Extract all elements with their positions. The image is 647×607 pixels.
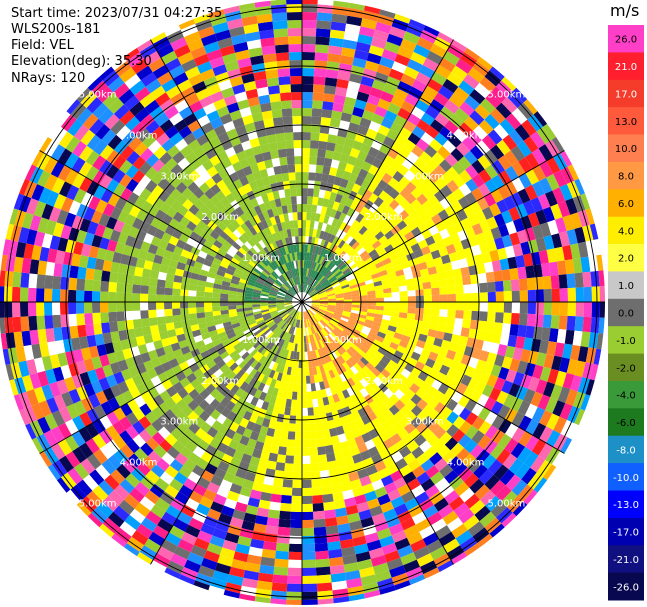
colorbar-segment [608, 298, 644, 327]
colorbar-segment [608, 353, 644, 382]
range-label: 3.00km [160, 417, 198, 428]
range-label: 1.00km [242, 253, 280, 264]
colorbar-segment [608, 161, 644, 190]
elevation-text: Elevation(deg): 35.30 [11, 54, 152, 69]
colorbar-tick-label: -2.0 [616, 363, 636, 374]
start-time-text: Start time: 2023/07/31 04:27:35 [11, 6, 223, 21]
colorbar-tick-label: -26.0 [613, 582, 639, 593]
range-label: 4.00km [120, 458, 158, 469]
colorbar-tick-label: 21.0 [615, 62, 637, 73]
colorbar-segment [608, 435, 644, 464]
velocity-field [0, 0, 606, 606]
range-label: 2.00km [201, 212, 239, 223]
colorbar-tick-label: 17.0 [615, 90, 637, 101]
colorbar-segment [608, 326, 644, 355]
azimuth-spoke [301, 301, 565, 454]
range-label: 1.00km [324, 335, 362, 346]
range-label: 3.00km [406, 417, 444, 428]
colorbar-segment [608, 517, 644, 546]
colorbar-tick-label: 26.0 [615, 35, 637, 46]
colorbar-segment [608, 490, 644, 519]
azimuth-spoke [150, 301, 303, 565]
range-label: 5.00km [79, 90, 117, 101]
colorbar-tick-label: 8.0 [618, 172, 634, 183]
colorbar-tick-label: 6.0 [618, 199, 634, 210]
azimuth-spoke [39, 301, 303, 454]
colorbar-segment [608, 216, 644, 245]
nrays-text: NRays: 120 [11, 71, 86, 86]
colorbar-tick-label: -13.0 [613, 500, 639, 511]
range-label: 2.00km [365, 376, 403, 387]
colorbar-tick-label: 1.0 [618, 281, 634, 292]
range-label: 4.00km [447, 458, 485, 469]
colorbar-segment [608, 545, 644, 574]
azimuth-spoke [301, 39, 454, 303]
azimuth-spoke [301, 150, 565, 303]
field-text: Field: VEL [11, 38, 74, 53]
colorbar-tick-label: -4.0 [616, 391, 636, 402]
azimuth-spoke [301, 301, 454, 565]
colorbar-tick-label: -6.0 [616, 418, 636, 429]
colorbar-segment [608, 25, 644, 53]
range-label: 3.00km [406, 171, 444, 182]
range-label: 5.00km [487, 90, 525, 101]
colorbar-segment [608, 79, 644, 108]
colorbar-segment [608, 107, 644, 135]
colorbar-segment [608, 381, 644, 409]
range-label: 1.00km [242, 335, 280, 346]
range-label: 4.00km [447, 131, 485, 142]
colorbar-segment [608, 271, 644, 300]
colorbar-tick-label: -10.0 [613, 473, 639, 484]
colorbar-segment [608, 134, 644, 163]
range-label: 5.00km [487, 498, 525, 509]
colorbar-tick-label: -21.0 [613, 555, 639, 566]
colorbar-tick-label: 13.0 [615, 117, 637, 128]
colorbar-segment [608, 408, 644, 437]
colorbar-segment [608, 463, 644, 491]
colorbar-tick-label: 0.0 [618, 309, 634, 320]
colorbar-segment [608, 572, 644, 601]
range-label: 2.00km [201, 376, 239, 387]
colorbar-title: m/s [610, 1, 640, 20]
range-label: 1.00km [324, 253, 362, 264]
colorbar-tick-label: 10.0 [615, 144, 637, 155]
range-label: 4.00km [120, 131, 158, 142]
azimuth-spoke [150, 39, 303, 303]
colorbar: 26.0 21.0 17.0 13.0 10.0 8.0 6.0 4.0 2.0 1.0 0.0 -1… [608, 25, 644, 601]
colorbar-tick-label: -1.0 [616, 336, 636, 347]
colorbar-tick-label: -17.0 [613, 528, 639, 539]
range-grid: 1.00km 1.00km 1.00km 1.00km 2.00km 2.00km 2.00… [0, 0, 605, 605]
range-label: 3.00km [160, 171, 198, 182]
colorbar-segment [608, 244, 644, 272]
range-label: 5.00km [79, 498, 117, 509]
range-label: 2.00km [365, 212, 403, 223]
colorbar-tick-label: 4.0 [618, 226, 634, 237]
colorbar-tick-label: 2.0 [618, 254, 634, 265]
colorbar-tick-label: -8.0 [616, 445, 636, 456]
instrument-name: WLS200s-181 [11, 22, 101, 37]
azimuth-spoke [39, 150, 303, 303]
colorbar-segment [608, 189, 644, 218]
colorbar-segment [608, 52, 644, 81]
